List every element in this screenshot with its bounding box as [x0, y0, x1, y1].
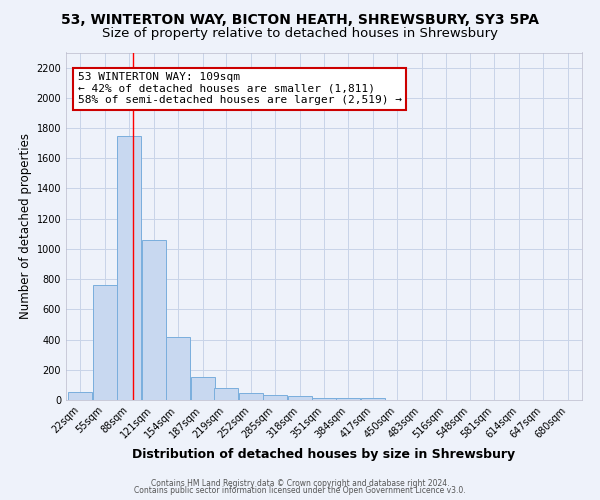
X-axis label: Distribution of detached houses by size in Shrewsbury: Distribution of detached houses by size … — [133, 448, 515, 461]
Text: 53, WINTERTON WAY, BICTON HEATH, SHREWSBURY, SY3 5PA: 53, WINTERTON WAY, BICTON HEATH, SHREWSB… — [61, 12, 539, 26]
Bar — [68, 392, 92, 400]
Bar — [93, 285, 117, 400]
Bar — [166, 338, 190, 400]
Text: Size of property relative to detached houses in Shrewsbury: Size of property relative to detached ho… — [102, 28, 498, 40]
Bar — [287, 396, 311, 400]
Bar — [312, 398, 336, 400]
Bar — [142, 240, 166, 400]
Bar — [117, 136, 142, 400]
Bar — [337, 398, 361, 400]
Y-axis label: Number of detached properties: Number of detached properties — [19, 133, 32, 320]
Bar — [263, 394, 287, 400]
Bar — [191, 376, 215, 400]
Bar — [361, 398, 385, 400]
Text: Contains HM Land Registry data © Crown copyright and database right 2024.: Contains HM Land Registry data © Crown c… — [151, 478, 449, 488]
Bar — [239, 393, 263, 400]
Text: Contains public sector information licensed under the Open Government Licence v3: Contains public sector information licen… — [134, 486, 466, 495]
Bar — [214, 388, 238, 400]
Text: 53 WINTERTON WAY: 109sqm
← 42% of detached houses are smaller (1,811)
58% of sem: 53 WINTERTON WAY: 109sqm ← 42% of detach… — [78, 72, 402, 106]
